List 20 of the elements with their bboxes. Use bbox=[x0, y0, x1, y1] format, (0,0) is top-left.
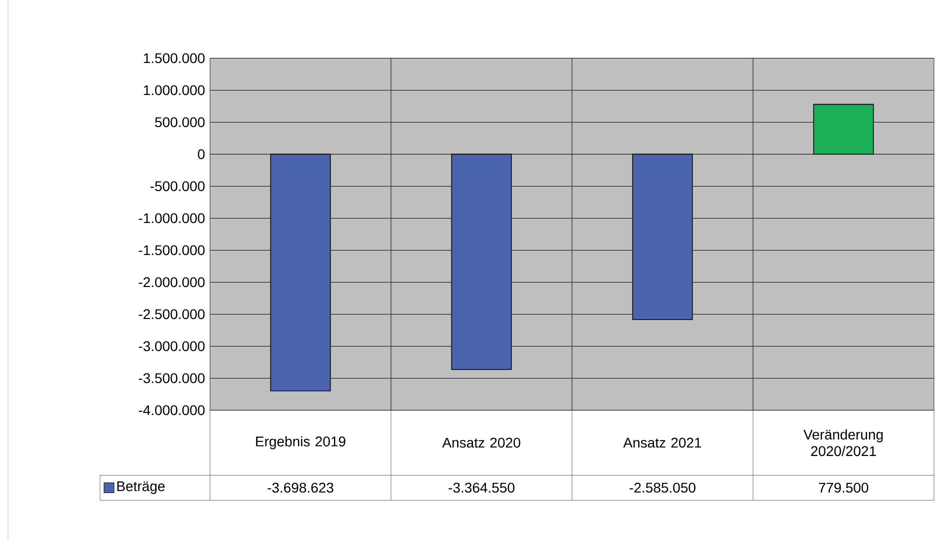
x-tick-label: Ansatz 2021 bbox=[623, 438, 702, 448]
y-tick-label: 1.000.000 bbox=[144, 85, 205, 95]
data-label: 779.500 bbox=[818, 482, 868, 492]
y-tick-label: -1.500.000 bbox=[138, 245, 205, 255]
y-tick-label: -2.500.000 bbox=[138, 309, 205, 319]
y-tick-label: -2.000.000 bbox=[138, 277, 205, 287]
y-tick-label: -3.500.000 bbox=[138, 373, 205, 383]
x-tick-label: Veränderung 2020/2021 bbox=[803, 429, 883, 456]
data-label: -3.364.550 bbox=[448, 482, 514, 492]
y-tick-label: -500.000 bbox=[150, 181, 205, 191]
y-tick-label: 0 bbox=[198, 149, 205, 159]
y-tick-label: -4.000.000 bbox=[138, 405, 205, 415]
y-tick-label: -3.000.000 bbox=[138, 341, 205, 351]
y-tick-label: 1.500.000 bbox=[144, 53, 205, 63]
x-tick-label: Ansatz 2020 bbox=[442, 438, 520, 448]
y-tick-label: -1.000.000 bbox=[138, 213, 205, 223]
data-label: -2.585.050 bbox=[630, 482, 696, 492]
data-label: -3.698.623 bbox=[268, 482, 334, 492]
y-tick-label: 500.000 bbox=[155, 117, 205, 127]
x-tick-label: Ergebnis 2019 bbox=[256, 436, 346, 450]
